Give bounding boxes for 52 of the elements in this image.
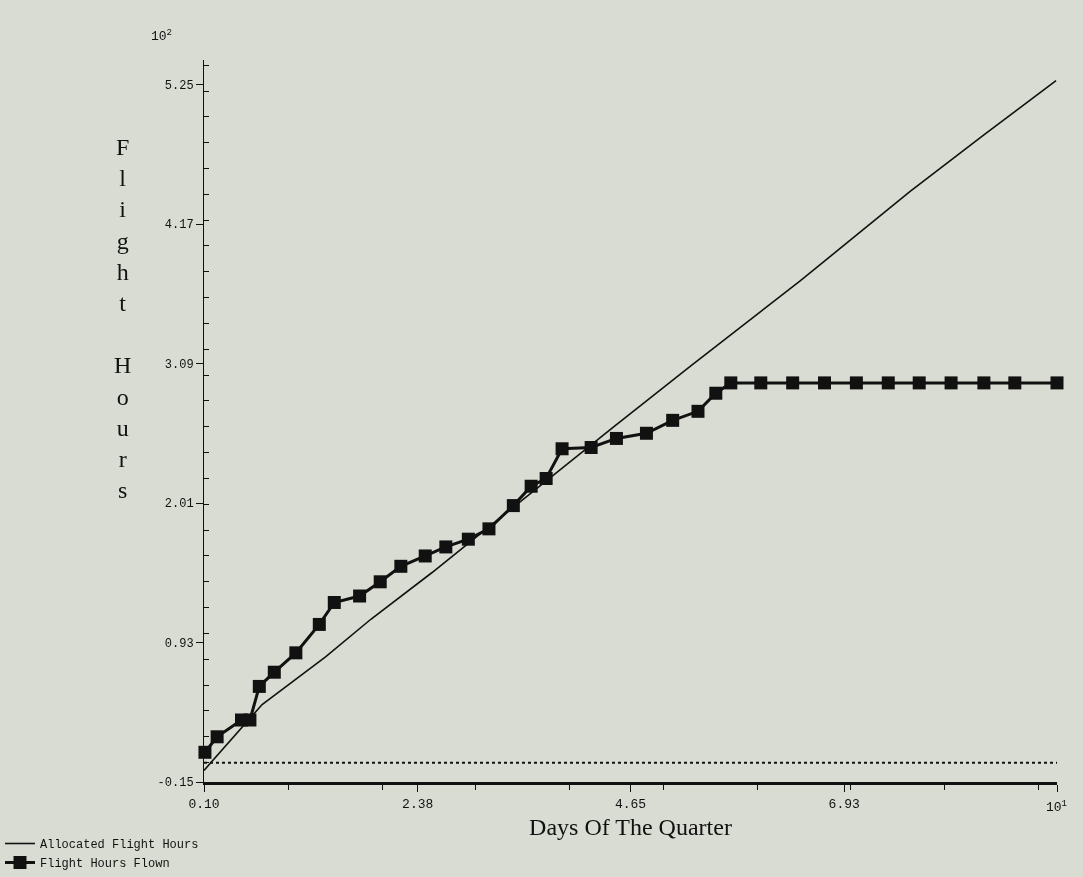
point: [639, 426, 653, 440]
y-tick-label: 3.09: [164, 357, 194, 372]
text: Flight Hours: [114, 134, 132, 504]
point: [327, 595, 341, 609]
legend-label: Flight Hours Flown: [40, 857, 170, 872]
x-tick-label: 6.93: [828, 796, 860, 812]
point: [312, 617, 326, 631]
point: [609, 431, 623, 445]
point: [555, 442, 569, 456]
point: [584, 440, 598, 454]
point: [754, 376, 768, 390]
x-tick-label: 0.10: [188, 796, 220, 812]
point: [691, 404, 705, 418]
point: [482, 522, 496, 536]
point: [709, 386, 723, 400]
point: [353, 589, 367, 603]
point: [394, 559, 408, 573]
point: [1008, 376, 1022, 390]
y-tick-label: 4.17: [164, 218, 194, 233]
point: [539, 471, 553, 485]
point: [1050, 376, 1064, 390]
y-tick-label: 0.93: [164, 636, 194, 651]
point: [977, 376, 991, 390]
point: [418, 549, 432, 563]
text: 10$^{1}$: [1046, 798, 1068, 816]
point: [524, 479, 538, 493]
point: [786, 376, 800, 390]
x-tick-label: 4.65: [614, 796, 647, 812]
point: [881, 376, 895, 390]
text: 10$^{2}$: [151, 27, 173, 45]
y-tick-label: -0.15: [157, 776, 194, 791]
point: [724, 376, 738, 390]
y-tick-label: 5.25: [164, 78, 194, 93]
point: [267, 665, 281, 679]
legend-label: Allocated Flight Hours: [40, 838, 199, 853]
point: [210, 730, 224, 744]
x-axis-title: Days Of The Quarter: [529, 813, 732, 840]
point: [944, 376, 958, 390]
point: [198, 745, 212, 759]
y-tick-label: 2.01: [164, 497, 194, 512]
point: [289, 646, 303, 660]
point: [818, 376, 832, 390]
point: [912, 376, 926, 390]
point: [243, 713, 257, 727]
point: [461, 532, 475, 546]
point: [849, 376, 863, 390]
point: [439, 540, 453, 554]
point: [252, 679, 266, 693]
point: [506, 499, 520, 513]
x-tick-label: 2.38: [402, 796, 434, 812]
point: [666, 413, 680, 427]
point: [373, 575, 387, 589]
